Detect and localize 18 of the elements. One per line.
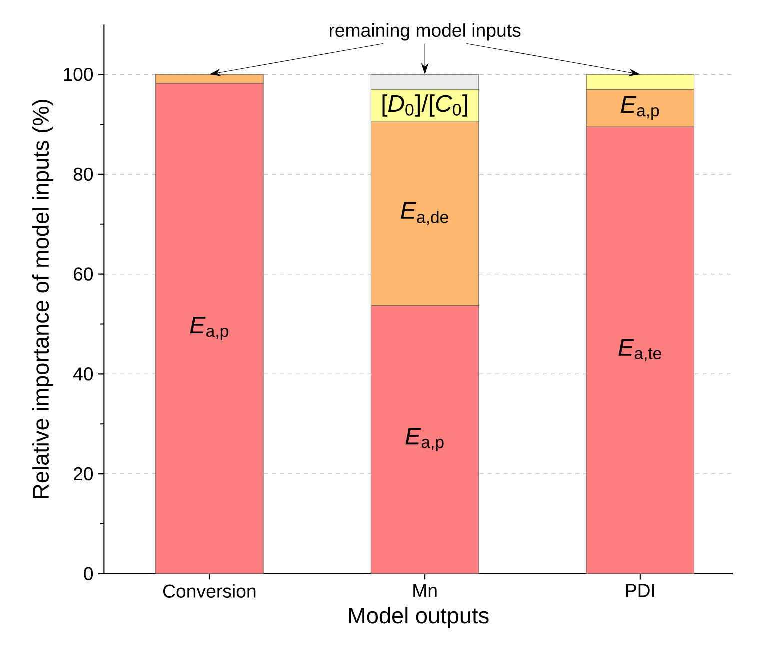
series-label: E$_{a,te}$ (618, 339, 662, 362)
y-tick-label: 60 (74, 268, 94, 281)
y-tick-label: 40 (73, 368, 94, 381)
annotation: remaining model inputs (330, 23, 521, 41)
text: E$_{a,p}$ (190, 317, 228, 340)
y-axis-title: Relative importance of model inputs (%) (32, 100, 54, 498)
x-tick-label: Mn (414, 584, 437, 598)
y-tick-label: 20 (74, 467, 94, 481)
y-tick-label: 80 (74, 168, 94, 182)
text: E$_{a,p}$ (406, 428, 444, 452)
series-label: [D$_{0}$]/[C$_{0}$] (382, 94, 468, 117)
series-label: E$_{a,de}$ (401, 202, 448, 226)
x-axis-title: Model outputs (349, 607, 489, 628)
x-tick-label: PDI (626, 584, 654, 598)
series-label: E$_{a,p}$ (621, 96, 660, 120)
x-tick-label: Conversion (164, 584, 256, 598)
y-tick-label: 0 (84, 567, 94, 581)
y-tick-label: 100 (64, 68, 94, 82)
